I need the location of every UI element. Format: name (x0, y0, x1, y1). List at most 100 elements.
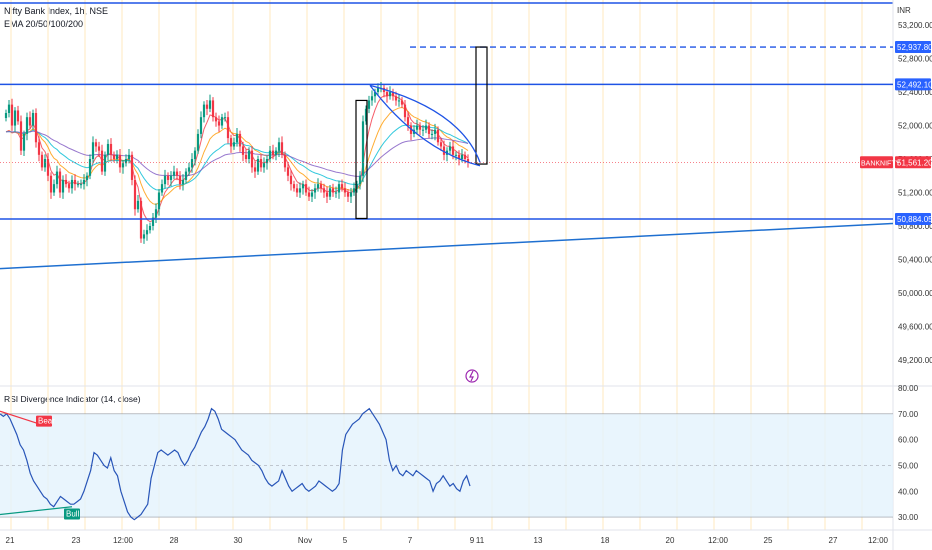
candle-body (181, 179, 185, 185)
price-axis: 53,200.0052,800.0052,400.0052,000.0051,6… (860, 21, 932, 522)
session-band (787, 0, 789, 530)
candle-body (157, 192, 161, 210)
ema-line-20 (5, 94, 469, 223)
candle-body (364, 108, 368, 122)
support-trendline (0, 222, 894, 270)
candle-body (76, 184, 80, 186)
candle-body (112, 154, 116, 160)
candle-body (67, 184, 71, 189)
candle-body (82, 179, 86, 185)
candle-body (214, 117, 218, 122)
candle-body (202, 104, 206, 118)
candle-body (430, 133, 434, 135)
candle-body (205, 104, 209, 109)
bear-divergence-line (0, 410, 41, 425)
candle-body (298, 188, 302, 193)
session-band (417, 0, 419, 530)
time-tick-label: 25 (764, 536, 773, 545)
time-tick-label: 21 (6, 536, 15, 545)
candle-body (88, 159, 92, 176)
bear-label: Bear (38, 417, 55, 426)
candle-body (58, 171, 62, 193)
candle-body (142, 234, 146, 239)
candle-body (16, 110, 20, 122)
price-tick-label: 52,400.00 (898, 88, 932, 97)
candle-body (319, 184, 323, 189)
candle-body (328, 188, 332, 197)
candle-body (136, 200, 140, 210)
candle-body (64, 179, 68, 185)
time-tick-label: 12:00 (708, 536, 729, 545)
candle-body (238, 133, 242, 147)
price-tag-label: 50,884.05 (897, 215, 932, 224)
candle-body (13, 110, 17, 126)
candle-body (100, 150, 104, 172)
flag-channel-upper (369, 84, 481, 163)
candle-body (43, 159, 47, 168)
candle-body (166, 175, 170, 180)
candle-body (151, 217, 155, 226)
candle-body (187, 167, 191, 172)
candle-body (442, 146, 446, 155)
candle-body (358, 175, 362, 185)
candle-body (433, 129, 437, 134)
price-tick-label: 50,000.00 (898, 289, 932, 298)
candle-body (133, 179, 137, 210)
session-band (639, 0, 641, 530)
candle-body (139, 200, 143, 239)
candle-body (22, 133, 26, 151)
candle-body (280, 142, 284, 155)
candle-body (148, 225, 152, 231)
candle-body (106, 143, 110, 155)
session-band (269, 0, 271, 530)
candle-body (367, 100, 371, 109)
rsi-tick-label: 40.00 (898, 487, 919, 496)
candle-body (307, 192, 311, 197)
time-tick-label: 12:00 (868, 536, 889, 545)
candle-body (85, 175, 89, 180)
candle-body (10, 104, 14, 126)
candle-body (304, 184, 308, 193)
price-pane (0, 46, 894, 383)
candle-body (190, 159, 194, 168)
candle-body (178, 175, 182, 185)
candle-body (313, 188, 317, 193)
currency-label[interactable]: INR (897, 6, 911, 15)
candle-body (331, 188, 335, 193)
price-tag-label: 52,492.10 (897, 80, 932, 89)
price-tag (895, 212, 931, 225)
time-tick-label: 7 (408, 536, 413, 545)
bull-label: Bull (66, 510, 80, 519)
bull-divergence-line (0, 506, 73, 516)
time-tick-label: 28 (170, 536, 179, 545)
candle-body (160, 184, 164, 193)
candle-body (256, 159, 260, 172)
lightning-icon (465, 369, 479, 383)
candle-body (283, 154, 287, 168)
session-band (47, 0, 49, 530)
price-tag-label: 51,561.20 (897, 158, 932, 167)
candle-body (436, 129, 440, 143)
candle-body (286, 167, 290, 176)
price-tag (895, 41, 931, 54)
session-band (824, 0, 826, 530)
candle-body (217, 121, 221, 126)
candle-body (28, 117, 32, 126)
candle-body (301, 184, 305, 189)
candle-body (451, 146, 455, 155)
candle-body (292, 184, 296, 189)
price-tag (895, 78, 931, 91)
candle-body (115, 154, 119, 160)
candle-body (232, 142, 236, 147)
session-band (491, 0, 493, 530)
candle-body (427, 125, 431, 134)
candle-body (406, 117, 410, 126)
time-tick-label: 9 (470, 536, 475, 545)
price-tick-label: 50,400.00 (898, 255, 932, 264)
time-tick-label: 30 (234, 536, 243, 545)
candle-body (79, 184, 83, 186)
price-tick-label: 50,800.00 (898, 222, 932, 231)
rsi-pane: Bear Bull (0, 407, 893, 521)
candle-body (376, 87, 380, 93)
